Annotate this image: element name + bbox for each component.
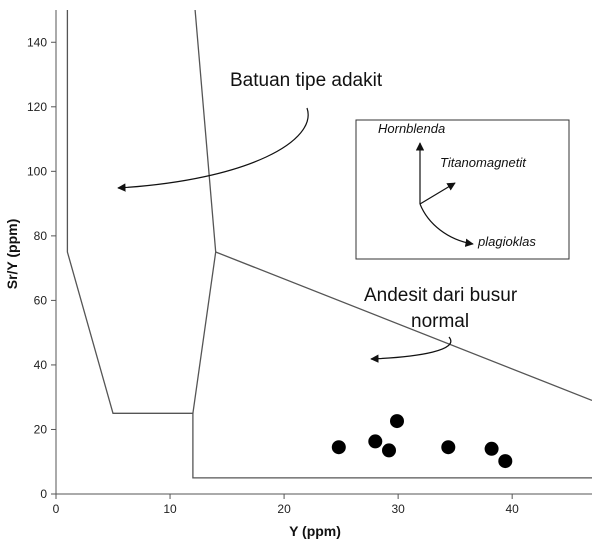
field-boundaries	[66, 9, 592, 479]
data-point	[484, 441, 499, 456]
titanomagnetit-label: Titanomagnetit	[440, 155, 527, 170]
adakite-arrow	[117, 107, 309, 192]
x-tick-label: 10	[163, 502, 177, 516]
plagioklas-vector	[419, 203, 474, 247]
field-boundary-2	[215, 251, 592, 402]
annotation-normal-arc-line1: Andesit dari busur	[364, 285, 518, 306]
y-tick-label: 20	[34, 422, 48, 436]
fractionation-vector-inset: Hornblenda Titanomagnetit plagioklas	[355, 119, 570, 260]
y-axis-title: Sr/Y (ppm)	[4, 219, 20, 290]
field-boundary-0	[66, 10, 592, 479]
annotation-adakite: Batuan tipe adakit	[230, 70, 383, 91]
data-points	[331, 414, 513, 469]
x-tick-label: 40	[505, 502, 519, 516]
x-tick-label: 30	[391, 502, 405, 516]
y-tick-label: 120	[27, 100, 47, 114]
data-point	[331, 440, 346, 455]
annotation-normal-arc-line2: normal	[411, 311, 469, 332]
data-point	[390, 414, 404, 429]
normal-arc-arrow	[370, 336, 452, 363]
axes: 0 20 40 60 80 100 120 140 0 10 20 30 40	[27, 10, 592, 516]
data-point	[382, 443, 396, 458]
y-tick-label: 0	[40, 487, 47, 501]
x-axis-title: Y (ppm)	[289, 523, 341, 539]
data-point	[441, 440, 456, 455]
data-point	[498, 454, 513, 469]
y-tick-label: 100	[27, 164, 47, 178]
x-tick-label: 20	[277, 502, 291, 516]
y-tick-label: 60	[34, 293, 48, 307]
plagioklas-label: plagioklas	[477, 234, 536, 249]
inset-box	[355, 119, 570, 260]
field-boundary-1	[192, 9, 217, 414]
y-tick-label: 40	[34, 358, 48, 372]
hornblenda-label: Hornblenda	[378, 121, 445, 136]
data-point	[368, 434, 383, 449]
y-tick-label: 140	[27, 35, 47, 49]
y-tick-label: 80	[34, 229, 48, 243]
titanomagnetit-vector	[419, 182, 456, 205]
x-tick-label: 0	[53, 502, 60, 516]
